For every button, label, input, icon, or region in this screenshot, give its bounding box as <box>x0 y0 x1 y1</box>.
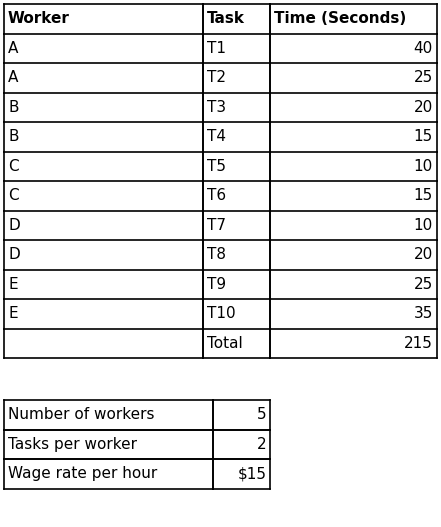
Text: T9: T9 <box>207 277 226 292</box>
Text: 20: 20 <box>414 100 433 115</box>
Text: 40: 40 <box>414 41 433 56</box>
Text: T3: T3 <box>207 100 226 115</box>
Text: T7: T7 <box>207 218 226 233</box>
Text: D: D <box>8 247 20 262</box>
Text: Total: Total <box>207 336 243 351</box>
Text: 25: 25 <box>414 277 433 292</box>
Text: 15: 15 <box>414 188 433 203</box>
Text: A: A <box>8 41 19 56</box>
Text: $15: $15 <box>237 466 266 481</box>
Text: 15: 15 <box>414 129 433 144</box>
Text: T10: T10 <box>207 306 236 321</box>
Text: 25: 25 <box>414 70 433 85</box>
Text: T8: T8 <box>207 247 226 262</box>
Text: T6: T6 <box>207 188 226 203</box>
Text: 5: 5 <box>257 407 266 422</box>
Text: 2: 2 <box>257 437 266 452</box>
Text: B: B <box>8 129 19 144</box>
Text: B: B <box>8 100 19 115</box>
Text: E: E <box>8 306 18 321</box>
Text: D: D <box>8 218 20 233</box>
Text: T4: T4 <box>207 129 226 144</box>
Text: C: C <box>8 188 19 203</box>
Text: T2: T2 <box>207 70 226 85</box>
Text: Number of workers: Number of workers <box>8 407 154 422</box>
Text: Wage rate per hour: Wage rate per hour <box>8 466 157 481</box>
Text: Task: Task <box>207 11 245 26</box>
Text: 10: 10 <box>414 159 433 174</box>
Text: Tasks per worker: Tasks per worker <box>8 437 137 452</box>
Text: A: A <box>8 70 19 85</box>
Text: 35: 35 <box>414 306 433 321</box>
Text: Worker: Worker <box>8 11 70 26</box>
Text: E: E <box>8 277 18 292</box>
Text: 215: 215 <box>404 336 433 351</box>
Text: 10: 10 <box>414 218 433 233</box>
Text: Time (Seconds): Time (Seconds) <box>274 11 407 26</box>
Text: 20: 20 <box>414 247 433 262</box>
Text: T1: T1 <box>207 41 226 56</box>
Text: T5: T5 <box>207 159 226 174</box>
Text: C: C <box>8 159 19 174</box>
